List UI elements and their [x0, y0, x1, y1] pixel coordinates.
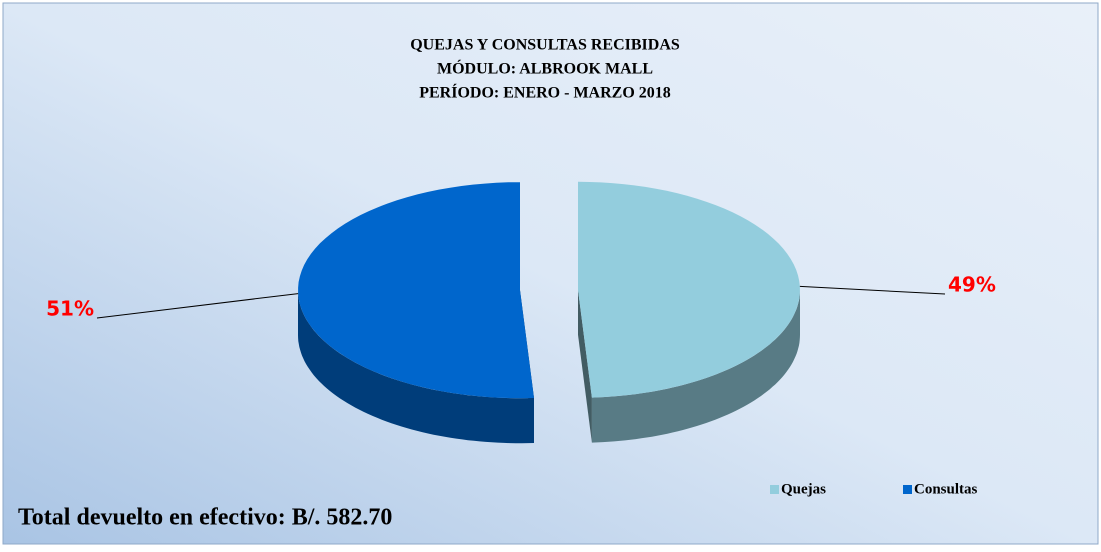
slice — [578, 181, 800, 398]
legend-swatch — [770, 485, 779, 494]
slice — [298, 182, 534, 399]
leader-line — [96, 293, 299, 319]
chart-title: QUEJAS Y CONSULTAS RECIBIDAS — [410, 37, 680, 54]
chart-title: MÓDULO: ALBROOK MALL — [437, 59, 653, 78]
slice-wall — [298, 290, 534, 444]
annotation: Total devuelto en efectivo: B/. 582.70 — [18, 505, 392, 531]
chart-title: PERÍODO: ENERO - MARZO 2018 — [419, 83, 671, 102]
legend-label: Quejas — [781, 481, 826, 497]
leader-line — [799, 285, 946, 295]
legend-swatch — [903, 485, 912, 494]
legend-label: Consultas — [914, 481, 978, 497]
slice-side — [578, 289, 592, 443]
data-label: 49% — [948, 273, 996, 297]
data-label: 51% — [46, 297, 94, 321]
slice-wall — [591, 289, 800, 443]
